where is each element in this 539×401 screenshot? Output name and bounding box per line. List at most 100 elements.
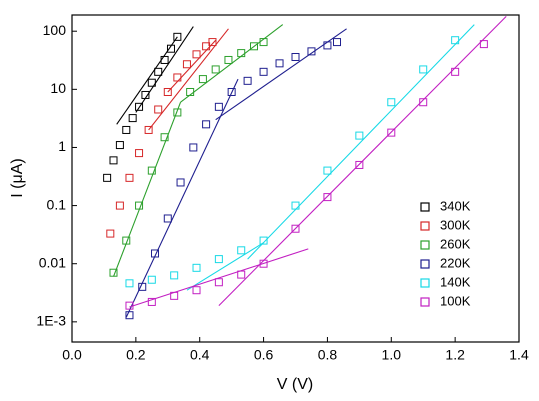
- legend-label: 100K: [440, 293, 471, 308]
- y-axis-title: I (μA): [9, 158, 26, 197]
- data-point: [451, 67, 460, 76]
- data-point: [147, 275, 156, 284]
- y-tick-label: 1: [58, 138, 66, 154]
- data-point: [259, 236, 268, 245]
- data-point: [141, 90, 150, 99]
- fit-line: [186, 242, 264, 291]
- data-point: [166, 44, 175, 53]
- legend-marker: [420, 278, 430, 288]
- y-tick-label: 10: [50, 80, 66, 96]
- data-point: [227, 87, 236, 96]
- data-point: [323, 193, 332, 202]
- data-point: [419, 65, 428, 74]
- data-point: [291, 201, 300, 210]
- data-point: [160, 133, 169, 142]
- data-point: [419, 98, 428, 107]
- data-point: [479, 40, 488, 49]
- data-point: [192, 50, 201, 59]
- data-point: [163, 214, 172, 223]
- legend-marker: [420, 240, 430, 250]
- data-point: [291, 224, 300, 233]
- x-tick-label: 1.0: [382, 347, 402, 363]
- x-tick-label: 1.2: [445, 347, 465, 363]
- data-point: [214, 255, 223, 264]
- data-point: [138, 282, 147, 291]
- x-tick-label: 0.4: [190, 347, 210, 363]
- data-point: [122, 125, 131, 134]
- data-point: [147, 297, 156, 306]
- legend-label: 300K: [440, 217, 471, 232]
- data-point: [176, 178, 185, 187]
- data-point: [186, 87, 195, 96]
- x-tick-label: 0.2: [126, 347, 146, 363]
- data-point: [214, 102, 223, 111]
- y-tick-label: 0.1: [47, 196, 67, 212]
- data-point: [202, 42, 211, 51]
- data-point: [125, 301, 134, 310]
- data-point: [106, 229, 115, 238]
- data-point: [208, 38, 217, 47]
- data-point: [387, 98, 396, 107]
- data-point: [154, 67, 163, 76]
- x-tick-label: 0.0: [62, 347, 82, 363]
- data-point: [192, 263, 201, 272]
- data-point: [189, 143, 198, 152]
- plot-frame: [71, 14, 520, 343]
- data-point: [451, 36, 460, 45]
- data-point: [173, 73, 182, 82]
- data-point: [125, 311, 134, 320]
- data-point: [202, 120, 211, 129]
- data-point: [387, 128, 396, 137]
- data-point: [224, 55, 233, 64]
- data-point: [237, 270, 246, 279]
- data-point: [333, 38, 342, 47]
- data-point: [125, 279, 134, 288]
- data-point: [128, 114, 137, 123]
- data-point: [211, 65, 220, 74]
- fit-line: [112, 102, 182, 277]
- data-point: [163, 87, 172, 96]
- legend-marker: [420, 202, 430, 212]
- data-point: [259, 67, 268, 76]
- legend-label: 340K: [440, 198, 471, 213]
- legend-marker: [420, 297, 430, 307]
- data-point: [259, 259, 268, 268]
- x-tick-label: 0.6: [254, 347, 274, 363]
- data-point: [237, 246, 246, 255]
- data-point: [147, 166, 156, 175]
- data-point: [173, 108, 182, 117]
- legend-label: 220K: [440, 255, 471, 270]
- data-point: [109, 156, 118, 165]
- x-tick-label: 1.4: [509, 347, 529, 363]
- x-tick-label: 0.8: [318, 347, 338, 363]
- data-point: [307, 47, 316, 56]
- data-point: [173, 32, 182, 41]
- data-point: [170, 271, 179, 280]
- data-point: [144, 125, 153, 134]
- data-point: [214, 278, 223, 287]
- fit-line: [129, 248, 309, 308]
- data-point: [355, 160, 364, 169]
- data-point: [125, 173, 134, 182]
- data-point: [237, 49, 246, 58]
- data-point: [160, 55, 169, 64]
- data-point: [135, 102, 144, 111]
- y-tick-label: 100: [43, 22, 67, 38]
- data-point: [170, 291, 179, 300]
- data-point: [151, 249, 160, 258]
- data-point: [259, 38, 268, 47]
- y-tick-label: 0.01: [39, 254, 66, 270]
- data-point: [182, 60, 191, 69]
- data-point: [147, 78, 156, 87]
- fit-line: [215, 28, 347, 121]
- legend-marker: [420, 259, 430, 269]
- data-point: [249, 42, 258, 51]
- data-point: [109, 268, 118, 277]
- fit-line: [167, 39, 217, 93]
- fit-line: [116, 36, 178, 125]
- data-point: [135, 149, 144, 158]
- data-point: [103, 173, 112, 182]
- y-tick-label: 1E-3: [36, 313, 66, 329]
- fit-line: [125, 78, 239, 318]
